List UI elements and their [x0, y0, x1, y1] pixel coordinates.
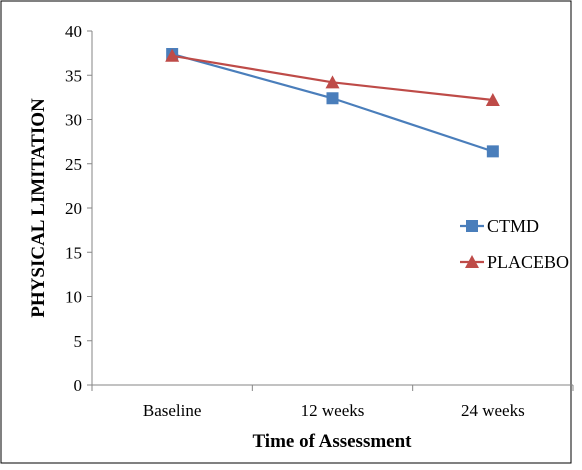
- x-axis-title: Time of Assessment: [252, 431, 412, 452]
- legend-label-placebo: PLACEBO: [487, 252, 569, 272]
- chart-border: [0, 0, 572, 464]
- data-point-ctmd: [326, 92, 339, 105]
- data-point-ctmd: [486, 145, 499, 158]
- y-tick-label: 40: [65, 22, 82, 41]
- legend-label-ctmd: CTMD: [487, 216, 539, 236]
- legend: CTMD PLACEBO: [460, 216, 569, 272]
- series-layer: [165, 48, 500, 158]
- x-tick-label: 12 weeks: [301, 401, 365, 420]
- legend-marker-placebo: [465, 255, 479, 268]
- legend-item-placebo: PLACEBO: [460, 252, 569, 272]
- legend-item-ctmd: CTMD: [460, 216, 539, 236]
- y-tick-label: 20: [65, 199, 82, 218]
- y-tick-label: 25: [65, 155, 82, 174]
- data-point-placebo: [485, 93, 500, 107]
- series-placebo: [165, 48, 500, 107]
- y-tick-label: 15: [65, 243, 82, 262]
- data-point-placebo: [325, 75, 340, 89]
- legend-marker-ctmd: [466, 220, 478, 232]
- y-tick-label: 35: [65, 66, 82, 85]
- data-point-placebo: [165, 48, 180, 62]
- axes: 0 5 10 15 20 25 30 35 40 Baseline 12 weeks 24 weeks: [65, 22, 574, 420]
- y-tick-label: 5: [74, 332, 83, 351]
- x-tick-label: Baseline: [143, 401, 202, 420]
- y-tick-label: 30: [65, 111, 82, 130]
- y-tick-label: 0: [74, 376, 83, 395]
- x-tick-label: 24 weeks: [461, 401, 525, 420]
- y-axis-title: PHYSICAL LIMITATION: [28, 98, 49, 318]
- y-tick-label: 10: [65, 288, 82, 307]
